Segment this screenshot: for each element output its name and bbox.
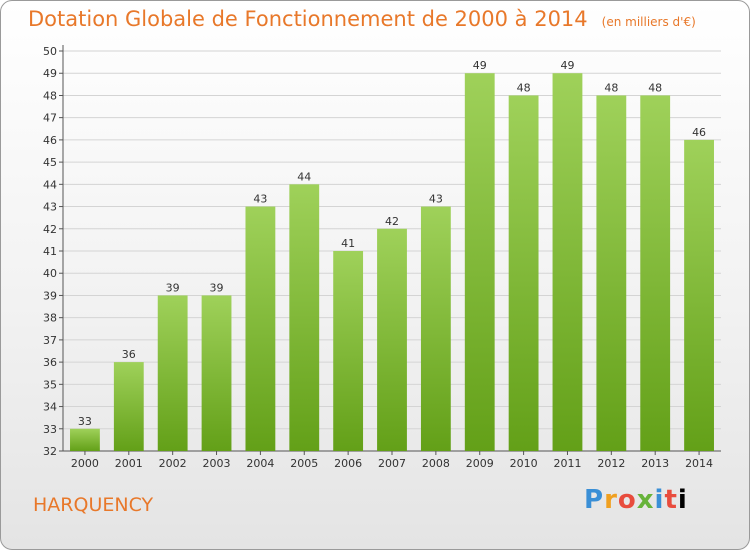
x-tick-label-2003: 2003: [203, 457, 231, 470]
value-label-2014: 46: [692, 126, 706, 139]
x-tick-label-2007: 2007: [378, 457, 406, 470]
value-label-2003: 39: [210, 281, 224, 294]
x-tick-label-2011: 2011: [553, 457, 581, 470]
y-tick-label: 32: [43, 445, 57, 458]
chart-subtitle: (en milliers d'€): [601, 15, 696, 29]
bar-2013: [640, 95, 671, 451]
x-tick-label-2012: 2012: [597, 457, 625, 470]
proxiti-logo: Proxiti: [584, 485, 688, 515]
y-tick-label: 42: [43, 223, 57, 236]
y-tick-label: 47: [43, 112, 57, 125]
bar-2009: [464, 73, 495, 451]
y-tick-label: 38: [43, 312, 57, 325]
chart-title: Dotation Globale de Fonctionnement de 20…: [28, 7, 588, 31]
value-label-2009: 49: [473, 59, 487, 72]
value-label-2013: 48: [648, 81, 662, 94]
y-tick-label: 43: [43, 201, 57, 214]
x-tick-label-2006: 2006: [334, 457, 362, 470]
value-label-2012: 48: [604, 81, 618, 94]
y-tick-label: 33: [43, 423, 57, 436]
x-tick-label-2014: 2014: [685, 457, 713, 470]
bar-2004: [245, 206, 276, 451]
value-label-2004: 43: [253, 193, 267, 206]
x-tick-label-2013: 2013: [641, 457, 669, 470]
y-tick-label: 37: [43, 334, 57, 347]
x-tick-label-2009: 2009: [466, 457, 494, 470]
value-label-2011: 49: [560, 59, 574, 72]
bar-2002: [157, 295, 188, 451]
value-label-2002: 39: [166, 281, 180, 294]
bar-2010: [508, 95, 539, 451]
bar-2007: [377, 228, 407, 451]
chart-title-row: Dotation Globale de Fonctionnement de 20…: [28, 7, 696, 31]
y-tick-label: 45: [43, 156, 57, 169]
x-tick-label-2001: 2001: [115, 457, 143, 470]
bar-2005: [289, 184, 320, 452]
x-tick-label-2008: 2008: [422, 457, 450, 470]
bar-2003: [201, 295, 232, 451]
bar-2001: [113, 362, 144, 451]
value-label-2007: 42: [385, 215, 399, 228]
y-tick-label: 48: [43, 89, 57, 102]
value-label-2010: 48: [517, 81, 531, 94]
bar-2006: [333, 251, 364, 451]
bar-2011: [552, 73, 583, 451]
value-label-2000: 33: [78, 415, 92, 428]
y-tick-label: 34: [43, 401, 57, 414]
y-tick-label: 35: [43, 378, 57, 391]
x-tick-label-2004: 2004: [246, 457, 274, 470]
y-tick-label: 49: [43, 67, 57, 80]
y-tick-label: 50: [43, 45, 57, 58]
bar-2000: [70, 428, 100, 451]
value-label-2005: 44: [297, 170, 311, 183]
commune-name: HARQUENCY: [33, 494, 154, 516]
bar-2008: [420, 206, 451, 451]
x-tick-label-2010: 2010: [510, 457, 538, 470]
bar-2012: [596, 95, 627, 451]
y-tick-label: 44: [43, 178, 57, 191]
x-tick-label-2000: 2000: [71, 457, 99, 470]
y-tick-label: 39: [43, 289, 57, 302]
y-tick-label: 40: [43, 267, 57, 280]
y-tick-label: 41: [43, 245, 57, 258]
value-label-2008: 43: [429, 193, 443, 206]
y-tick-label: 46: [43, 134, 57, 147]
value-label-2006: 41: [341, 237, 355, 250]
value-label-2001: 36: [122, 348, 136, 361]
y-tick-label: 36: [43, 356, 57, 369]
x-tick-label-2002: 2002: [159, 457, 187, 470]
x-tick-label-2005: 2005: [290, 457, 318, 470]
bar-2014: [684, 139, 714, 451]
